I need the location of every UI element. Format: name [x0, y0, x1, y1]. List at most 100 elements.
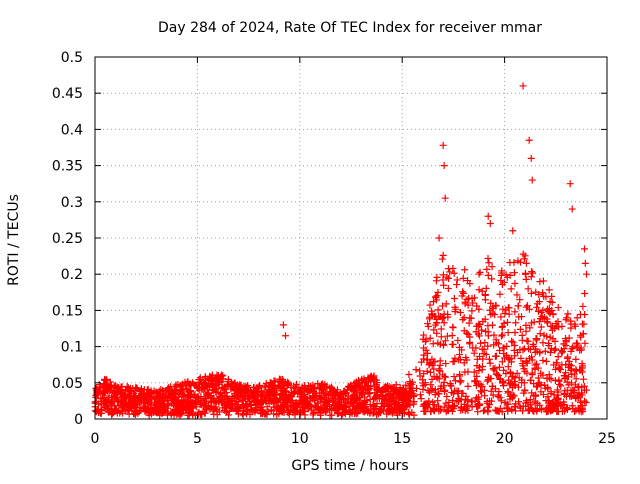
data-point: [549, 335, 557, 343]
data-point: [259, 410, 267, 418]
data-point: [535, 291, 543, 298]
data-point: [437, 406, 445, 414]
data-point: [217, 373, 225, 381]
data-point: [561, 374, 569, 382]
data-point: [426, 301, 434, 309]
data-point: [353, 402, 361, 410]
data-point: [507, 285, 515, 293]
data-point: [251, 396, 259, 404]
data-point: [358, 379, 366, 387]
data-point: [436, 340, 444, 348]
data-point: [502, 370, 510, 378]
data-point: [481, 315, 489, 323]
data-point: [483, 265, 491, 273]
data-point: [389, 385, 397, 393]
data-point: [581, 259, 589, 267]
data-point: [292, 384, 300, 392]
data-point: [487, 387, 495, 395]
data-point: [193, 384, 201, 392]
data-point: [487, 311, 495, 319]
data-point: [150, 387, 158, 395]
data-point: [178, 386, 186, 394]
data-point: [539, 289, 547, 297]
data-point: [333, 386, 341, 394]
data-point: [489, 365, 497, 373]
data-point: [244, 381, 252, 389]
data-point: [557, 346, 565, 354]
data-point: [159, 407, 167, 415]
data-point: [425, 388, 433, 396]
data-point: [178, 409, 186, 417]
data-point: [428, 307, 436, 315]
data-point: [284, 397, 292, 405]
data-point: [433, 373, 441, 381]
data-point: [403, 402, 411, 410]
data-point: [181, 392, 189, 400]
data-point: [430, 407, 438, 415]
data-point: [464, 396, 472, 404]
data-point: [308, 406, 316, 414]
data-point: [113, 409, 121, 417]
data-point: [549, 406, 557, 414]
data-point: [482, 327, 490, 335]
data-point: [545, 286, 553, 294]
data-point: [100, 388, 108, 396]
data-point: [536, 278, 544, 286]
y-tick-label: 0.15: [52, 303, 83, 319]
data-point: [574, 383, 582, 391]
data-point: [577, 333, 585, 341]
data-point: [360, 404, 368, 412]
data-point: [342, 403, 350, 411]
data-point: [439, 382, 447, 390]
data-point: [151, 395, 159, 403]
data-point: [276, 407, 284, 415]
data-point: [469, 299, 477, 307]
x-tick-label: 0: [91, 431, 100, 447]
data-point: [288, 398, 296, 406]
data-point: [205, 402, 213, 410]
data-point: [537, 315, 545, 323]
data-point: [419, 382, 427, 390]
data-point: [572, 406, 580, 414]
data-point: [224, 399, 232, 407]
data-point: [450, 373, 458, 381]
data-point: [127, 387, 135, 395]
data-point: [491, 352, 499, 360]
data-point: [468, 307, 476, 315]
data-point: [243, 408, 251, 416]
data-point: [238, 410, 246, 418]
data-point: [341, 396, 349, 404]
data-point: [490, 331, 498, 339]
data-point: [281, 332, 289, 340]
data-point: [484, 406, 492, 414]
data-point: [107, 399, 115, 407]
data-point: [395, 399, 403, 407]
data-point: [558, 348, 566, 356]
data-point: [506, 368, 514, 376]
data-point: [564, 373, 572, 381]
data-point: [269, 390, 277, 398]
data-point: [277, 389, 285, 397]
data-point: [309, 411, 317, 419]
data-point: [260, 383, 268, 391]
y-tick-label: 0.5: [61, 50, 83, 66]
data-point: [231, 383, 239, 391]
data-point: [109, 389, 117, 397]
data-point: [424, 320, 432, 328]
data-point: [527, 289, 535, 297]
data-point: [440, 319, 448, 327]
data-point: [539, 339, 547, 347]
data-point: [536, 330, 544, 338]
data-point: [571, 320, 579, 328]
data-point: [416, 391, 424, 399]
data-point: [118, 392, 126, 400]
data-point: [238, 402, 246, 410]
data-point: [508, 406, 516, 414]
data-point: [533, 303, 541, 311]
data-point: [522, 259, 530, 267]
data-point: [234, 398, 242, 406]
data-point: [241, 395, 249, 403]
data-point: [503, 318, 511, 326]
data-point: [487, 299, 495, 307]
